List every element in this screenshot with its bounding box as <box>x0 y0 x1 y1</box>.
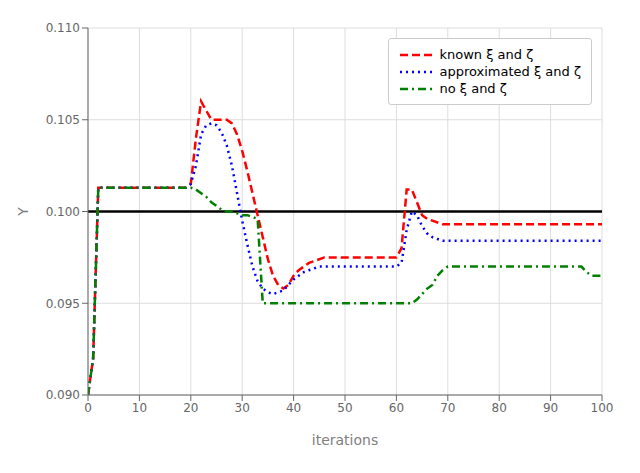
svg-text:0.095: 0.095 <box>46 297 80 311</box>
svg-text:0.105: 0.105 <box>46 113 80 127</box>
svg-text:70: 70 <box>440 401 455 415</box>
html-text:approximated ξ and ζ: approximated ξ and ζ <box>439 64 581 79</box>
svg-text:20: 20 <box>183 401 198 415</box>
svg-text:90: 90 <box>543 401 558 415</box>
html-text:known ξ and ζ: known ξ and ζ <box>439 47 534 62</box>
svg-text:10: 10 <box>132 401 147 415</box>
svg-text:0.110: 0.110 <box>46 21 80 35</box>
svg-text:60: 60 <box>389 401 404 415</box>
svg-text:0.100: 0.100 <box>46 205 80 219</box>
svg-text:iterations: iterations <box>312 432 378 448</box>
svg-text:50: 50 <box>337 401 352 415</box>
svg-text:0: 0 <box>84 401 92 415</box>
svg-text:80: 80 <box>492 401 507 415</box>
svg-text:30: 30 <box>235 401 250 415</box>
svg-text:40: 40 <box>286 401 301 415</box>
svg-text:Y: Y <box>15 207 31 217</box>
html-text:no ξ and ζ: no ξ and ζ <box>439 81 507 96</box>
svg-text:0.090: 0.090 <box>46 388 80 402</box>
svg-text:100: 100 <box>591 401 614 415</box>
